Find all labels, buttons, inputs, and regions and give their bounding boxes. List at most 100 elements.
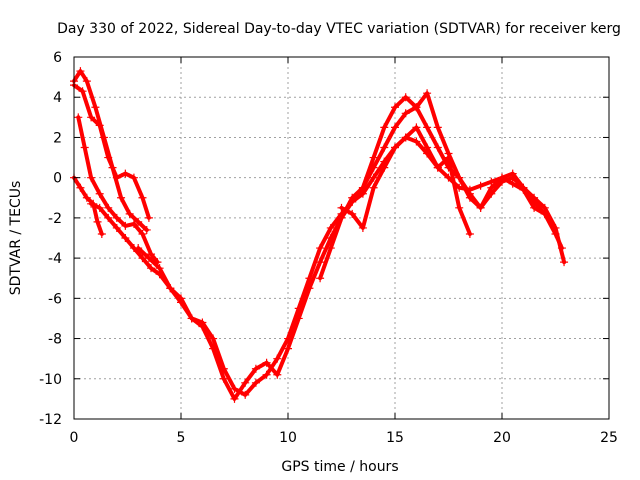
data-point <box>129 219 138 228</box>
y-tick-label: 2 <box>53 130 62 146</box>
data-point <box>391 143 399 152</box>
data-point <box>78 87 87 96</box>
data-point <box>557 244 566 253</box>
data-point <box>147 250 156 259</box>
data-point <box>519 183 528 192</box>
plot-frame <box>73 56 610 420</box>
data-point <box>138 193 147 202</box>
data-point <box>423 143 432 152</box>
data-point <box>129 173 138 182</box>
data-point <box>117 193 126 202</box>
data-point <box>476 203 485 212</box>
data-point <box>316 258 325 267</box>
data-point <box>455 173 464 182</box>
data-point <box>433 123 442 132</box>
series-trace <box>72 83 151 220</box>
data-point <box>87 199 96 208</box>
data-point <box>144 213 153 222</box>
data-point <box>433 163 442 172</box>
data-point <box>423 123 432 132</box>
data-point <box>369 183 378 192</box>
data-point <box>412 123 421 132</box>
data-point <box>95 189 104 198</box>
data-point <box>423 89 432 98</box>
data-point <box>508 173 517 182</box>
series-trace <box>72 175 104 236</box>
data-point <box>87 113 96 122</box>
x-tick-label: 20 <box>493 430 511 446</box>
data-point <box>82 77 91 86</box>
data-point <box>144 254 153 263</box>
data-point <box>97 229 106 238</box>
chart-title: Day 330 of 2022, Sidereal Day-to-day VTE… <box>57 21 621 37</box>
data-point <box>80 143 89 152</box>
data-point <box>104 203 113 212</box>
y-tick-label: 6 <box>53 50 62 66</box>
data-point <box>326 244 335 253</box>
y-axis-tick-labels: -12 -10 -8 -6 -4 -2 0 2 4 6 <box>39 50 62 428</box>
y-tick-label: -2 <box>48 211 62 227</box>
data-point <box>476 181 485 190</box>
data-point <box>76 67 85 76</box>
data-point <box>498 177 506 186</box>
data-point <box>412 103 421 112</box>
data-point <box>540 209 549 218</box>
grid <box>74 57 609 419</box>
series-trace <box>318 91 547 281</box>
data-point <box>138 229 147 238</box>
y-tick-label: 0 <box>53 171 62 187</box>
data-point <box>112 213 121 222</box>
data-point <box>187 314 196 323</box>
data-point <box>104 213 113 222</box>
data-point <box>166 284 175 293</box>
data-point <box>76 183 85 192</box>
data-point <box>391 123 399 132</box>
x-tick-label: 25 <box>600 430 618 446</box>
data-point <box>412 137 421 146</box>
data-point <box>95 203 104 212</box>
data-point <box>251 378 260 387</box>
y-tick-label: -4 <box>48 251 62 267</box>
data-point <box>87 173 96 182</box>
x-tick-label: 15 <box>386 430 404 446</box>
data-point <box>305 284 314 293</box>
data-point <box>560 258 569 267</box>
data-point <box>316 274 325 283</box>
data-point <box>465 229 474 238</box>
data-point <box>348 209 357 218</box>
data-point <box>401 133 410 142</box>
data-series <box>70 67 569 403</box>
y-tick-label: 4 <box>53 90 62 106</box>
data-point <box>530 197 539 206</box>
data-point <box>134 217 143 226</box>
data-point <box>121 234 130 242</box>
data-point <box>326 223 335 232</box>
data-point <box>358 223 367 232</box>
data-point <box>391 103 399 112</box>
data-point <box>230 384 239 393</box>
x-tick-label: 10 <box>279 430 297 446</box>
data-point <box>551 229 560 238</box>
data-point <box>262 358 271 367</box>
x-axis-tick-labels: 0 5 10 15 20 25 <box>70 430 618 446</box>
data-point <box>262 370 271 379</box>
data-point <box>358 183 367 192</box>
y-axis-label: SDTVAR / TECUs <box>8 181 24 296</box>
data-point <box>121 221 130 230</box>
axis-ticks <box>73 56 610 420</box>
data-point <box>147 264 156 273</box>
data-point <box>112 223 121 232</box>
data-point <box>401 93 410 102</box>
data-point <box>369 153 378 162</box>
data-point <box>380 123 389 132</box>
data-point <box>401 109 410 118</box>
y-tick-label: -12 <box>39 412 62 428</box>
x-axis-label: GPS time / hours <box>281 459 398 475</box>
data-point <box>251 364 260 373</box>
data-point <box>82 193 91 202</box>
series-trace-4 <box>74 113 162 267</box>
data-point <box>95 121 104 130</box>
data-point <box>241 378 250 387</box>
data-point <box>337 203 346 212</box>
